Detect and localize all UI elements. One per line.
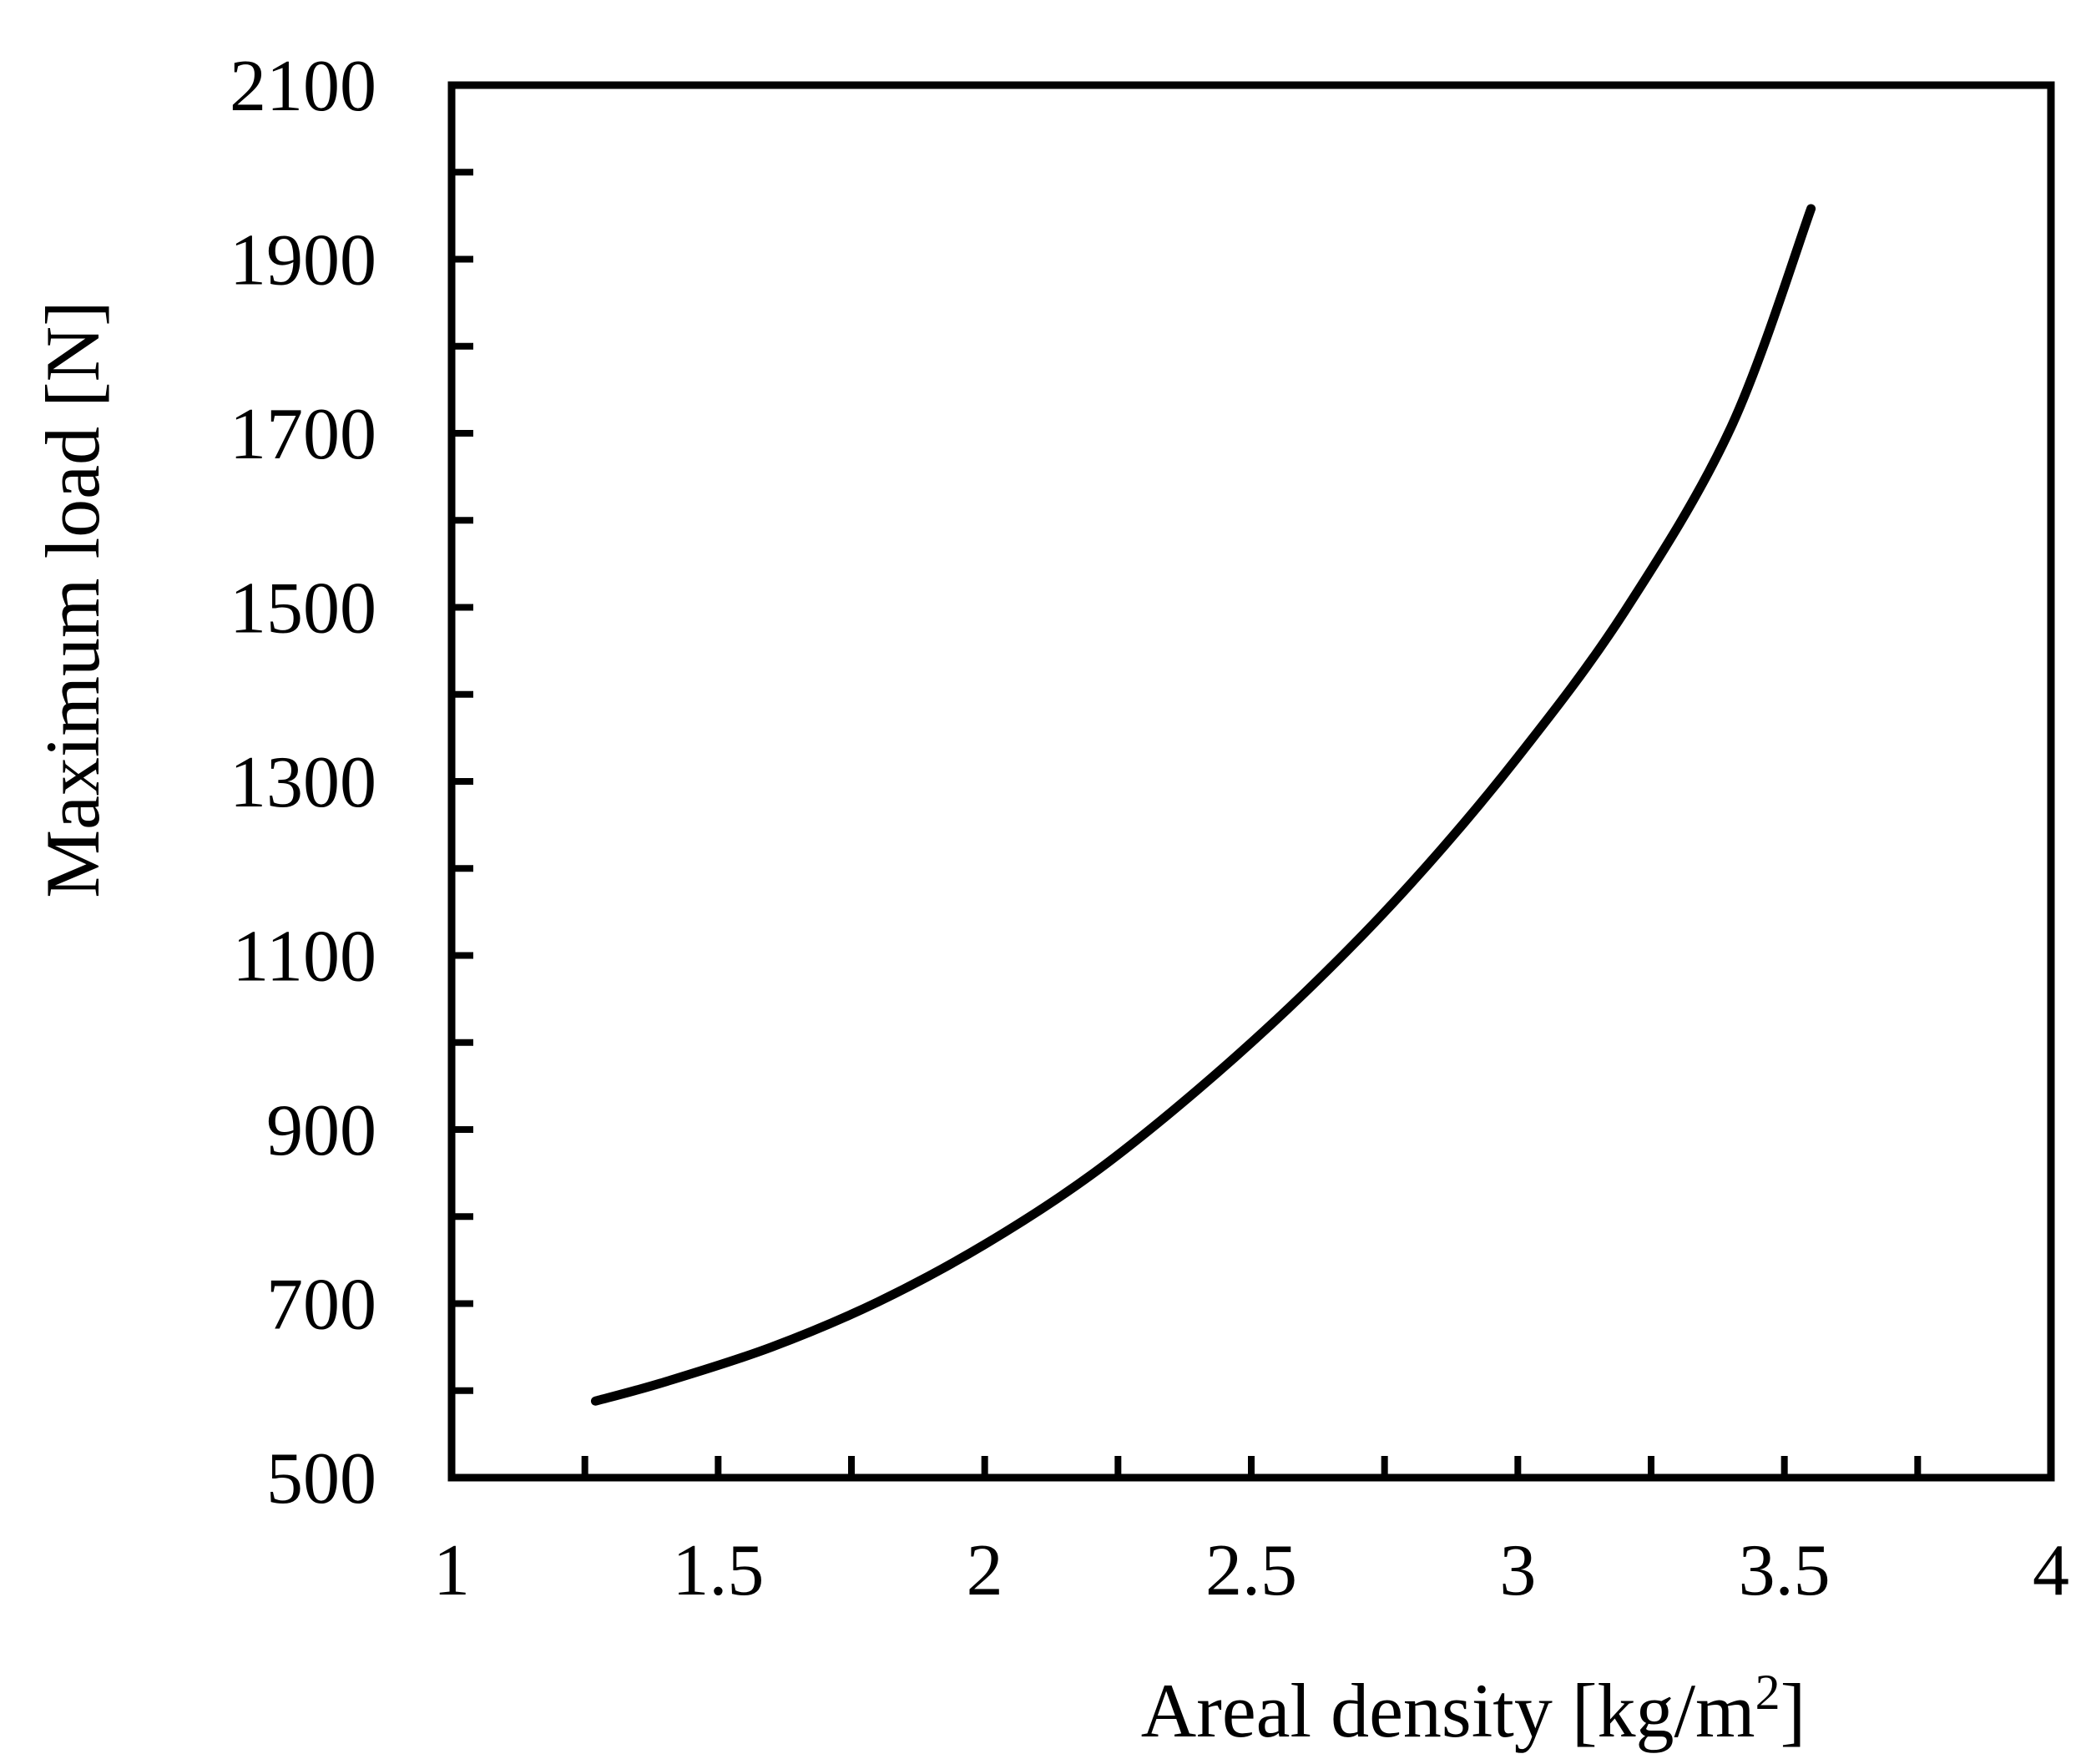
tick-labels: 1 1.5 2 2.5 3 3.5 4 500 700 900 1100 1300 1500 1700 19…	[230, 46, 2069, 1611]
y-tick-label: 2100	[230, 46, 376, 127]
x-tick-label: 2	[967, 1530, 1003, 1611]
x-tick-label: 1	[433, 1530, 470, 1611]
y-tick-label: 1700	[230, 394, 376, 475]
y-tick-label: 1500	[230, 569, 376, 649]
tick-marks	[448, 82, 2054, 1481]
x-tick-label: 3	[1499, 1530, 1536, 1611]
x-axis-title-main: Areal density [kg/m	[1141, 1668, 1755, 1753]
y-axis-title: Maximum load [N]	[30, 301, 115, 897]
series-line	[590, 204, 1816, 1406]
x-tick-label: 1.5	[672, 1530, 764, 1611]
x-axis-title-superscript: 2	[1755, 1665, 1780, 1720]
x-tick-label: 4	[2033, 1530, 2069, 1611]
y-tick-label: 900	[266, 1090, 376, 1171]
plot-frame	[447, 81, 2055, 1482]
x-tick-label: 2.5	[1205, 1530, 1297, 1611]
y-tick-label: 1100	[232, 917, 376, 998]
series-group	[590, 204, 1816, 1406]
y-tick-label: 700	[266, 1265, 376, 1346]
y-tick-label: 1300	[230, 742, 376, 823]
x-axis-title-end: ]	[1780, 1668, 1806, 1753]
y-tick-label: 500	[266, 1438, 376, 1519]
y-tick-label: 1900	[230, 220, 376, 301]
x-tick-label: 3.5	[1739, 1530, 1831, 1611]
x-axis-title: Areal density [kg/m2]	[1141, 1665, 1806, 1753]
